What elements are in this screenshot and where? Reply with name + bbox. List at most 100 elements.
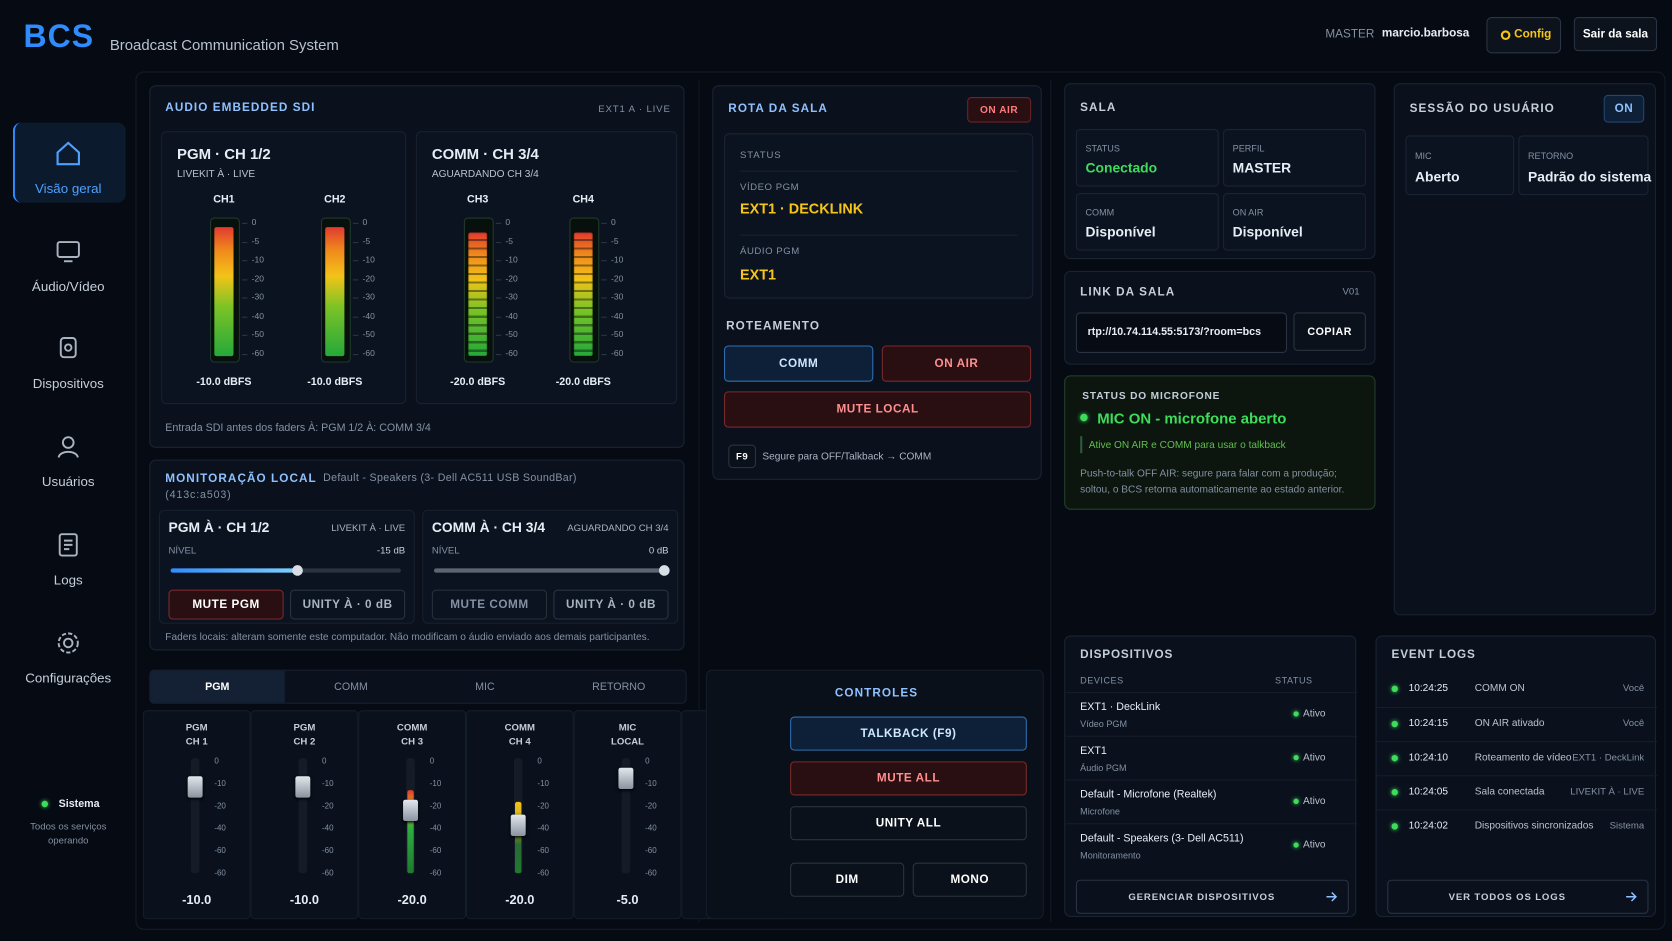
key-hint[interactable]: F9 <box>728 444 757 469</box>
fader-scale: -20 <box>645 800 657 811</box>
fader-scale: -10 <box>429 778 442 788</box>
fader-knob[interactable] <box>618 768 634 790</box>
status-dot <box>1391 789 1398 796</box>
fader-scale: 0 <box>537 756 542 766</box>
field-value: MASTER <box>1232 159 1292 176</box>
field-value: Padrão do sistema <box>1528 168 1652 185</box>
fader-scale: -40 <box>429 823 442 833</box>
unity-button[interactable]: UNITY À · 0 dB <box>290 589 406 620</box>
monitor-strip: PGM À · CH 1/2 LIVEKIT À · LIVE NÍVEL -15 d… <box>158 509 415 624</box>
meter-tick <box>495 260 502 262</box>
nav-item[interactable]: Usuários <box>41 474 95 490</box>
panel-footnote: Entrada SDI antes dos faders À: PGM 1/2 … <box>165 422 431 434</box>
mono-button[interactable]: MONO <box>912 862 1027 897</box>
manage-devices-button[interactable]: GERENCIAR DISPOSITIVOS <box>1075 879 1349 914</box>
meter-tick <box>352 316 359 318</box>
nav-icon <box>59 337 77 359</box>
on-badge[interactable]: ON <box>1603 94 1645 123</box>
meter-scale: -10 <box>610 254 624 265</box>
meter-tick <box>495 297 502 299</box>
fader-track <box>298 758 308 874</box>
leave-button[interactable]: Sair da sala <box>1573 17 1658 52</box>
unity-all-button[interactable]: UNITY ALL <box>790 806 1027 841</box>
link-version: V01 <box>1342 285 1360 297</box>
group-subtitle: AGUARDANDO CH 3/4 <box>431 168 539 181</box>
nav-item[interactable]: Áudio/Vídeo <box>31 279 105 295</box>
config-button[interactable]: Config <box>1486 17 1562 54</box>
event-source: Você <box>1622 682 1645 694</box>
mute-button[interactable]: MUTE PGM <box>168 589 284 620</box>
strip-name: CH 2 <box>293 735 316 747</box>
field-value: Disponível <box>1085 223 1156 240</box>
talkback-button[interactable]: TALKBACK (F9) <box>790 716 1027 751</box>
separator <box>740 234 1018 236</box>
mute-button[interactable]: MUTE COMM <box>431 589 548 620</box>
monitor-device: Default - Speakers (3- Dell AC511 USB So… <box>323 472 577 485</box>
nav-icon <box>57 436 79 458</box>
view-logs-button[interactable]: VER TODOS OS LOGS <box>1387 879 1649 914</box>
url-field[interactable]: rtp://10.74.114.55:5173/?room=bcs <box>1075 312 1288 353</box>
nav-item[interactable]: Dispositivos <box>32 376 104 392</box>
mute-local-button[interactable]: MUTE LOCAL <box>724 391 1032 428</box>
meter-scale: -30 <box>610 292 624 302</box>
device-type: Microfone <box>1080 806 1120 817</box>
level-value: 0 dB <box>648 544 669 556</box>
level-label: NÍVEL <box>431 544 460 556</box>
on-air-badge[interactable]: ON AIR <box>967 97 1032 123</box>
channel-name: CH2 <box>324 194 346 206</box>
event-text: Sala conectada <box>1474 785 1545 798</box>
fader-knob[interactable] <box>510 814 526 836</box>
nav-item[interactable]: Visão geral <box>35 181 102 197</box>
slider-knob[interactable] <box>658 565 670 576</box>
slider-knob[interactable] <box>291 565 303 576</box>
fader-scale: 0 <box>429 756 435 766</box>
mute-all-button[interactable]: MUTE ALL <box>790 761 1027 796</box>
field-value: Aberto <box>1414 168 1460 185</box>
fader-scale: -60 <box>322 867 334 878</box>
device-name: Default - Microfone (Realtek) <box>1080 789 1217 801</box>
meter-tick <box>242 260 248 262</box>
group-title: COMM · CH 3/4 <box>431 145 539 163</box>
strip-name: COMM <box>504 721 536 733</box>
panel-title: EVENT LOGS <box>1391 648 1476 662</box>
meter-scale: -20 <box>251 273 264 284</box>
panel-title: LINK DA SALA <box>1080 285 1176 299</box>
nav-item[interactable]: Configurações <box>25 670 112 686</box>
column-header: DEVICES <box>1080 674 1124 686</box>
fader-knob[interactable] <box>187 776 203 798</box>
comm-button[interactable]: COMM <box>724 345 874 382</box>
channel-name: CH4 <box>572 194 594 206</box>
monitor-panel: MONITORAÇÃO LOCAL Default - Speakers (3- … <box>149 459 685 651</box>
copy-button[interactable]: COPIAR <box>1293 312 1366 351</box>
status-dot <box>1293 754 1299 761</box>
meter-scale: 0 <box>610 217 616 228</box>
tab[interactable]: PGM <box>150 670 285 703</box>
status-dot <box>41 800 48 808</box>
tab[interactable]: RETORNO <box>592 680 646 693</box>
strip-name: CH 4 <box>508 735 531 747</box>
meter-tick <box>495 222 502 224</box>
panel-title: SALA <box>1080 101 1117 115</box>
meter-tick <box>352 260 359 262</box>
tab[interactable]: COMM <box>334 680 368 693</box>
status-dot <box>1391 823 1398 830</box>
fader-knob[interactable] <box>295 776 311 798</box>
meter-scale: 0 <box>505 217 511 228</box>
nav-item[interactable]: Logs <box>53 572 83 588</box>
unity-button[interactable]: UNITY À · 0 dB <box>553 589 669 620</box>
meter-reading: -10.0 dBFS <box>307 376 363 389</box>
event-text: COMM ON <box>1474 682 1525 695</box>
dim-button[interactable]: DIM <box>790 862 905 897</box>
tab[interactable]: MIC <box>475 680 495 693</box>
fader-scale: -60 <box>214 845 226 856</box>
on-air-button[interactable]: ON AIR <box>881 345 1032 382</box>
strip-tag: AGUARDANDO CH 3/4 <box>567 522 669 534</box>
device-name: Default - Speakers (3- Dell AC511) <box>1080 832 1244 845</box>
fader-knob[interactable] <box>403 799 418 821</box>
strip-name: LOCAL <box>610 735 645 747</box>
device-status: Ativo <box>1303 795 1326 808</box>
group-subtitle: LIVEKIT À · LIVE <box>177 168 256 181</box>
device-type: Monitoramento <box>1080 849 1141 861</box>
tab-bar: PGM COMM MIC RETORNO <box>149 669 687 704</box>
